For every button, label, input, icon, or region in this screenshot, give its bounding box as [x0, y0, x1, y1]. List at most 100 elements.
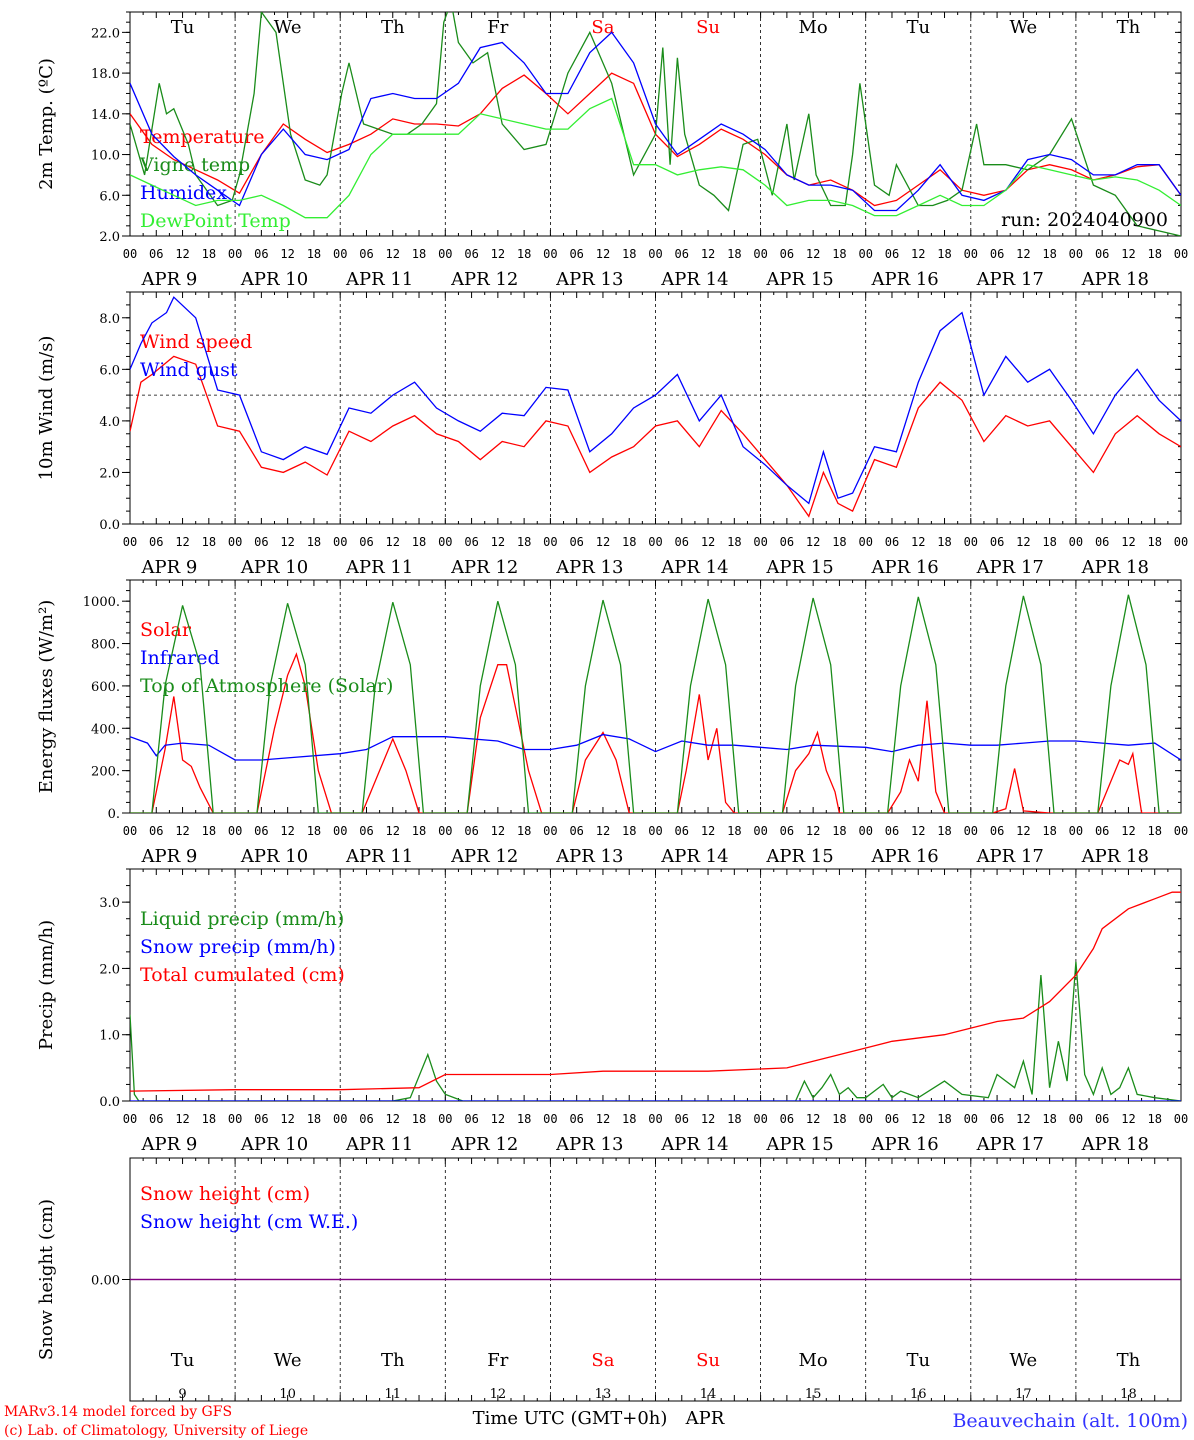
- y-tick-label: 0.00: [91, 1274, 120, 1289]
- date-label: APR 11: [345, 846, 413, 867]
- hour-tick-label: 06: [990, 535, 1004, 549]
- hour-tick-label: 12: [911, 1112, 925, 1126]
- date-label: APR 12: [450, 846, 518, 867]
- hour-tick-label: 06: [359, 1112, 373, 1126]
- hour-tick-label: 06: [464, 1112, 478, 1126]
- y-tick-label: 3.0: [99, 896, 120, 911]
- panel-5: 0.00 Snow height (cm) Tu We Th Fr Sa Su Mo Tu We Th…: [36, 1157, 1182, 1402]
- hour-tick-label: 00: [543, 247, 557, 261]
- hour-tick-label: 12: [175, 535, 189, 549]
- date-label: APR 18: [1081, 557, 1149, 578]
- hour-tick-label: 06: [885, 824, 899, 838]
- legend-entry: Snow height (cm): [140, 1183, 310, 1205]
- hour-tick-label: 06: [885, 535, 899, 549]
- weekday-label: Th: [381, 17, 405, 38]
- hour-tick-label: 12: [701, 824, 715, 838]
- hour-tick-label: 06: [149, 1112, 163, 1126]
- hour-tick-label: 00: [438, 535, 452, 549]
- date-label: APR 12: [450, 269, 518, 290]
- date-label: APR 10: [240, 846, 308, 867]
- hour-tick-label: 12: [806, 824, 820, 838]
- hour-tick-label: 12: [806, 535, 820, 549]
- date-label: APR 14: [660, 269, 728, 290]
- y-tick-label: 400.: [91, 722, 120, 737]
- y-tick-label: 8.0: [99, 312, 120, 327]
- hour-tick-label: 18: [937, 1112, 951, 1126]
- hour-tick-label: 12: [491, 824, 505, 838]
- day-number: 17: [1015, 1387, 1032, 1402]
- hour-tick-label: 18: [412, 824, 426, 838]
- hour-tick-label: 12: [596, 535, 610, 549]
- hour-tick-label: 06: [675, 535, 689, 549]
- hour-tick-label: 06: [569, 1112, 583, 1126]
- y-tick-label: 600.: [91, 680, 120, 695]
- run-label: run: 2024040900: [1001, 209, 1168, 231]
- date-label: APR 12: [450, 1134, 518, 1155]
- series-line-green: [130, 12, 1181, 236]
- hour-tick-label: 06: [464, 824, 478, 838]
- hour-tick-label: 06: [464, 535, 478, 549]
- panel-1: 2.0 6.0 10.0 14.0 18.0 22.0 2m Temp. (ºC) Tu We T…: [36, 11, 1188, 290]
- hour-tick-label: 06: [569, 824, 583, 838]
- y-tick-label: 0.0: [99, 1095, 120, 1110]
- weekday-label: Th: [381, 1350, 405, 1371]
- series-line-blue: [130, 733, 1181, 761]
- hour-tick-label: 00: [858, 535, 872, 549]
- hour-tick-label: 12: [596, 824, 610, 838]
- hour-tick-label: 18: [517, 535, 531, 549]
- hour-tick-label: 06: [149, 824, 163, 838]
- hour-tick-label: 12: [175, 247, 189, 261]
- y-tick-label: 2.0: [99, 466, 120, 481]
- hour-tick-label: 18: [832, 1112, 846, 1126]
- hour-tick-label: 06: [359, 247, 373, 261]
- hour-tick-label: 00: [123, 535, 137, 549]
- weekday-label: Tu: [906, 17, 930, 38]
- y-axis-label: Snow height (cm): [36, 1199, 57, 1360]
- hour-tick-label: 12: [911, 247, 925, 261]
- hour-tick-label: 00: [333, 824, 347, 838]
- hour-tick-label: 18: [937, 247, 951, 261]
- hour-tick-label: 00: [543, 824, 557, 838]
- date-label: APR 13: [555, 269, 623, 290]
- hour-tick-label: 12: [280, 1112, 294, 1126]
- legend-entry: Solar: [140, 619, 192, 641]
- legend-entry: DewPoint Temp: [140, 210, 291, 232]
- hour-tick-label: 00: [858, 247, 872, 261]
- date-label: APR 14: [660, 846, 728, 867]
- hour-tick-label: 18: [517, 824, 531, 838]
- hour-tick-label: 00: [543, 1112, 557, 1126]
- hour-tick-label: 00: [648, 1112, 662, 1126]
- series-line-green: [130, 594, 1181, 813]
- hour-tick-label: 12: [701, 247, 715, 261]
- weekday-label: Fr: [487, 1350, 508, 1371]
- weekday-label: Th: [1117, 17, 1141, 38]
- hour-tick-label: 12: [280, 824, 294, 838]
- hour-tick-label: 06: [569, 535, 583, 549]
- y-axis-label: 10m Wind (m/s): [36, 336, 57, 481]
- day-number: 16: [910, 1387, 927, 1402]
- weekday-label: We: [274, 17, 302, 38]
- lab-credit: (c) Lab. of Climatology, University of L…: [4, 1423, 308, 1439]
- hour-tick-label: 06: [780, 824, 794, 838]
- hour-tick-label: 12: [806, 1112, 820, 1126]
- series-line-green: [130, 961, 1181, 1101]
- date-label: APR 15: [765, 269, 833, 290]
- weekday-label: We: [1010, 1350, 1038, 1371]
- date-label: APR 16: [870, 557, 938, 578]
- hour-tick-label: 12: [701, 535, 715, 549]
- date-label: APR 18: [1081, 1134, 1149, 1155]
- day-number: 14: [700, 1387, 717, 1402]
- y-axis-label: 2m Temp. (ºC): [36, 58, 57, 190]
- hour-tick-label: 00: [228, 1112, 242, 1126]
- hour-tick-label: 00: [228, 535, 242, 549]
- date-label: APR 10: [240, 557, 308, 578]
- date-label: APR 13: [555, 557, 623, 578]
- hour-tick-label: 00: [753, 247, 767, 261]
- y-axis-label: Energy fluxes (W/m²): [36, 600, 57, 794]
- weekday-label: Th: [1117, 1350, 1141, 1371]
- hour-tick-label: 06: [254, 1112, 268, 1126]
- hour-tick-label: 00: [1174, 824, 1188, 838]
- y-tick-label: 200.: [91, 765, 120, 780]
- hour-tick-label: 12: [911, 824, 925, 838]
- hour-tick-label: 06: [990, 824, 1004, 838]
